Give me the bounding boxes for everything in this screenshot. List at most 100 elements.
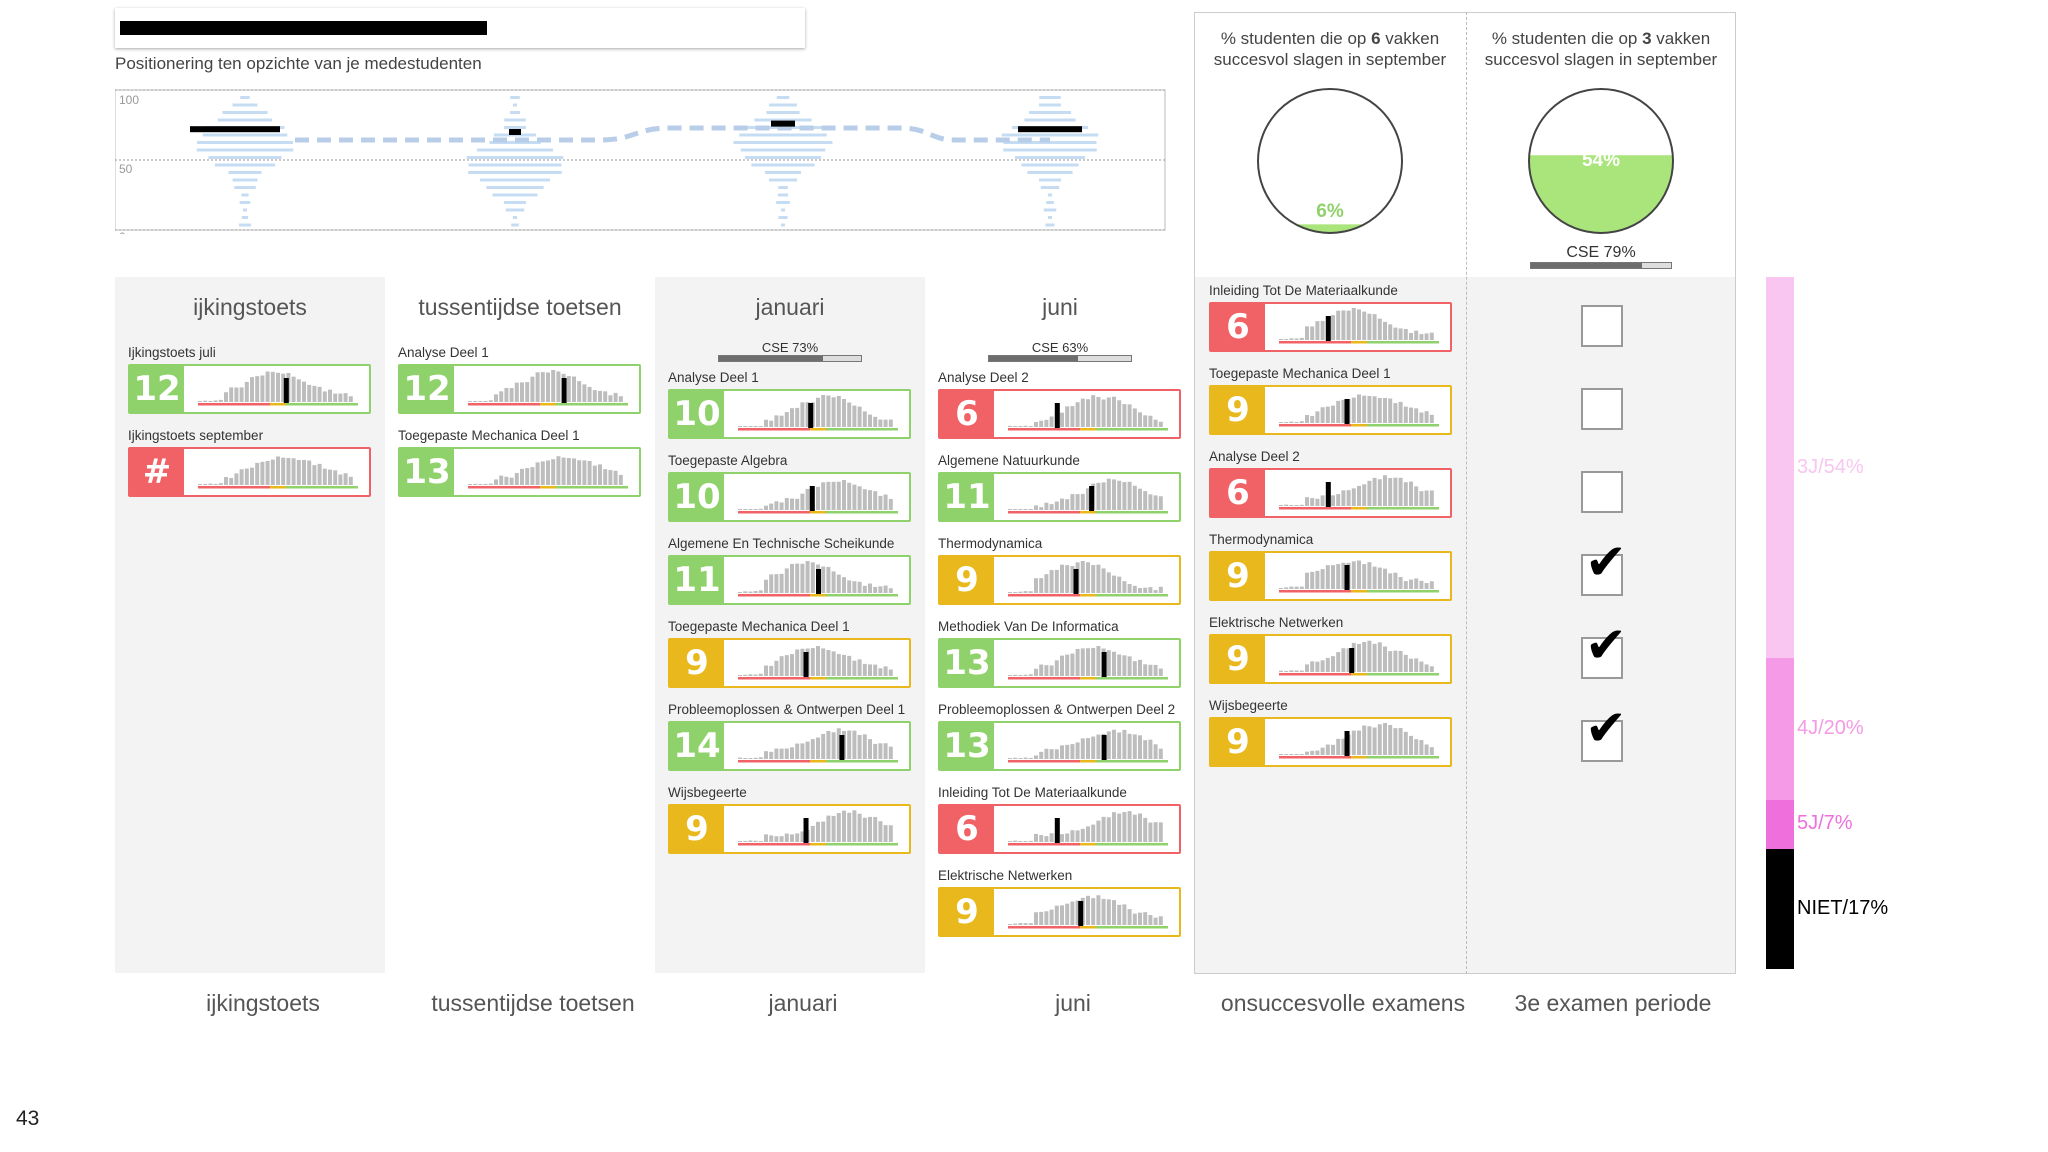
course-card[interactable]: 6: [1209, 302, 1452, 352]
hist-bar: [265, 371, 270, 402]
hist-bar: [478, 400, 483, 402]
peer-distribution-bar: [241, 216, 249, 219]
peer-distribution-bar: [241, 193, 249, 197]
course-card[interactable]: 9: [938, 555, 1181, 605]
hist-bar: [1039, 664, 1044, 676]
course-card[interactable]: 13: [398, 447, 641, 497]
course-card[interactable]: 9: [1209, 551, 1452, 601]
score-distribution: [738, 561, 898, 597]
score-distribution: [468, 370, 628, 406]
hist-bar: [535, 372, 540, 402]
grade-value: 13: [940, 640, 994, 686]
course-card[interactable]: 11: [938, 472, 1181, 522]
score-distribution: [738, 810, 898, 846]
course-card[interactable]: 9: [668, 638, 911, 688]
own-score-marker: [1344, 399, 1350, 424]
course-card[interactable]: 11: [668, 555, 911, 605]
exam-checkbox[interactable]: [1581, 471, 1623, 513]
course-card[interactable]: 6: [938, 389, 1181, 439]
hist-bar: [1153, 744, 1158, 759]
hist-bar: [1096, 397, 1101, 427]
course-card[interactable]: 14: [668, 721, 911, 771]
hist-bar: [1013, 509, 1018, 510]
exam-checkbox[interactable]: ✔: [1581, 703, 1627, 762]
hist-bar: [1060, 655, 1064, 676]
course-label: Thermodynamica: [938, 536, 1043, 551]
course-card[interactable]: 10: [668, 472, 911, 522]
hist-bar: [1127, 811, 1132, 842]
hist-bar: [1424, 411, 1429, 423]
peer-distribution-bar: [754, 118, 812, 122]
hist-bar: [1080, 561, 1085, 593]
grade-value: 6: [940, 806, 994, 852]
pass-scale: [810, 677, 826, 680]
hist-bar: [800, 493, 805, 510]
course-card[interactable]: 9: [1209, 385, 1452, 435]
pass-scale: [540, 486, 556, 489]
course-card[interactable]: 6: [1209, 468, 1452, 518]
peer-distribution-bar: [1024, 118, 1076, 122]
hist-bar: [836, 728, 841, 759]
hist-bar: [1367, 640, 1372, 672]
hist-bar: [852, 810, 857, 842]
hist-bar: [1086, 648, 1090, 676]
hist-bar: [1289, 754, 1294, 755]
hist-bar: [1138, 912, 1142, 925]
hist-bar: [1388, 724, 1393, 755]
pass-scale: [1367, 590, 1439, 593]
hist-bar: [1034, 668, 1038, 676]
peer-distribution-bar: [511, 223, 519, 227]
hist-bar: [1336, 494, 1341, 506]
pass-scale: [1080, 594, 1096, 597]
course-card[interactable]: 10: [668, 389, 911, 439]
course-card[interactable]: 13: [938, 721, 1181, 771]
hist-bar: [1086, 488, 1090, 510]
hist-bar: [1153, 495, 1158, 510]
hist-bar: [1362, 642, 1367, 672]
course-card[interactable]: 9: [1209, 634, 1452, 684]
course-card[interactable]: 12: [128, 364, 371, 414]
grade-value: 9: [670, 640, 724, 686]
exam-checkbox[interactable]: ✔: [1581, 620, 1627, 679]
course-card[interactable]: 9: [668, 804, 911, 854]
hist-bar: [1299, 670, 1304, 672]
exam-checkbox[interactable]: ✔: [1581, 537, 1627, 596]
hist-bar: [888, 746, 893, 759]
hist-bar: [836, 812, 841, 842]
pass-scale: [468, 403, 540, 406]
score-distribution: [468, 456, 628, 489]
course-card[interactable]: 9: [1209, 717, 1452, 767]
own-score-marker: [1349, 648, 1355, 673]
score-distribution: [1279, 560, 1439, 593]
course-card[interactable]: 13: [938, 638, 1181, 688]
hist-bar: [603, 391, 608, 402]
hist-bar: [276, 456, 280, 485]
hist-bar: [1403, 581, 1408, 589]
hist-bar: [857, 813, 862, 842]
hist-bar: [1372, 477, 1377, 506]
course-card[interactable]: #: [128, 447, 371, 497]
hist-bar: [1112, 729, 1116, 759]
hist-bar: [1315, 661, 1320, 672]
course-card[interactable]: 9: [938, 887, 1181, 937]
hist-bar: [1091, 824, 1096, 842]
cse-juni-bar: [988, 355, 1132, 362]
pass-scale: [1279, 507, 1351, 510]
exam-checkbox[interactable]: [1581, 305, 1623, 347]
hist-bar: [1028, 757, 1033, 759]
hist-bar: [1279, 753, 1283, 755]
course-card[interactable]: 12: [398, 364, 641, 414]
exam-checkbox[interactable]: [1581, 388, 1623, 430]
hist-bar: [244, 468, 249, 485]
hist-bar: [613, 392, 618, 402]
hist-bar: [774, 748, 779, 759]
peer-distribution-bar: [466, 156, 564, 159]
hist-bar: [1143, 912, 1148, 925]
hist-bar: [1060, 412, 1064, 427]
hist-bar: [1070, 566, 1075, 593]
hist-bar: [1091, 736, 1096, 759]
hist-bar: [769, 835, 774, 842]
hist-bar: [1383, 475, 1387, 506]
hist-bar: [1289, 338, 1294, 340]
course-card[interactable]: 6: [938, 804, 1181, 854]
